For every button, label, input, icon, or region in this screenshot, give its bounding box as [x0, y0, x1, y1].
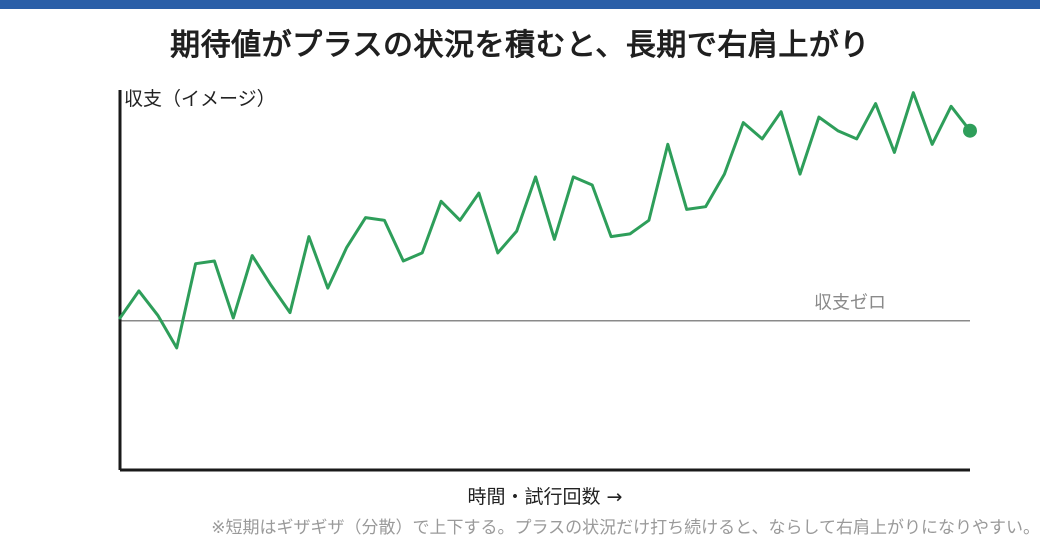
zero-line-label: 収支ゼロ	[814, 293, 886, 314]
series-end-point	[963, 123, 977, 138]
series-line	[118, 91, 972, 350]
chart-title: 期待値がプラスの状況を積むと、長期で右肩上がり	[170, 28, 870, 63]
footnote: ※短期はギザギザ（分散）で上下する。プラスの状況だけ打ち続けると、ならして右肩上…	[211, 518, 1040, 538]
y-axis-label: 収支（イメージ）	[124, 88, 276, 110]
x-axis-label: 時間・試行回数 →	[467, 486, 623, 508]
header-bar	[0, 0, 1040, 9]
line-chart: 収支（イメージ） 収支ゼロ	[118, 88, 977, 472]
